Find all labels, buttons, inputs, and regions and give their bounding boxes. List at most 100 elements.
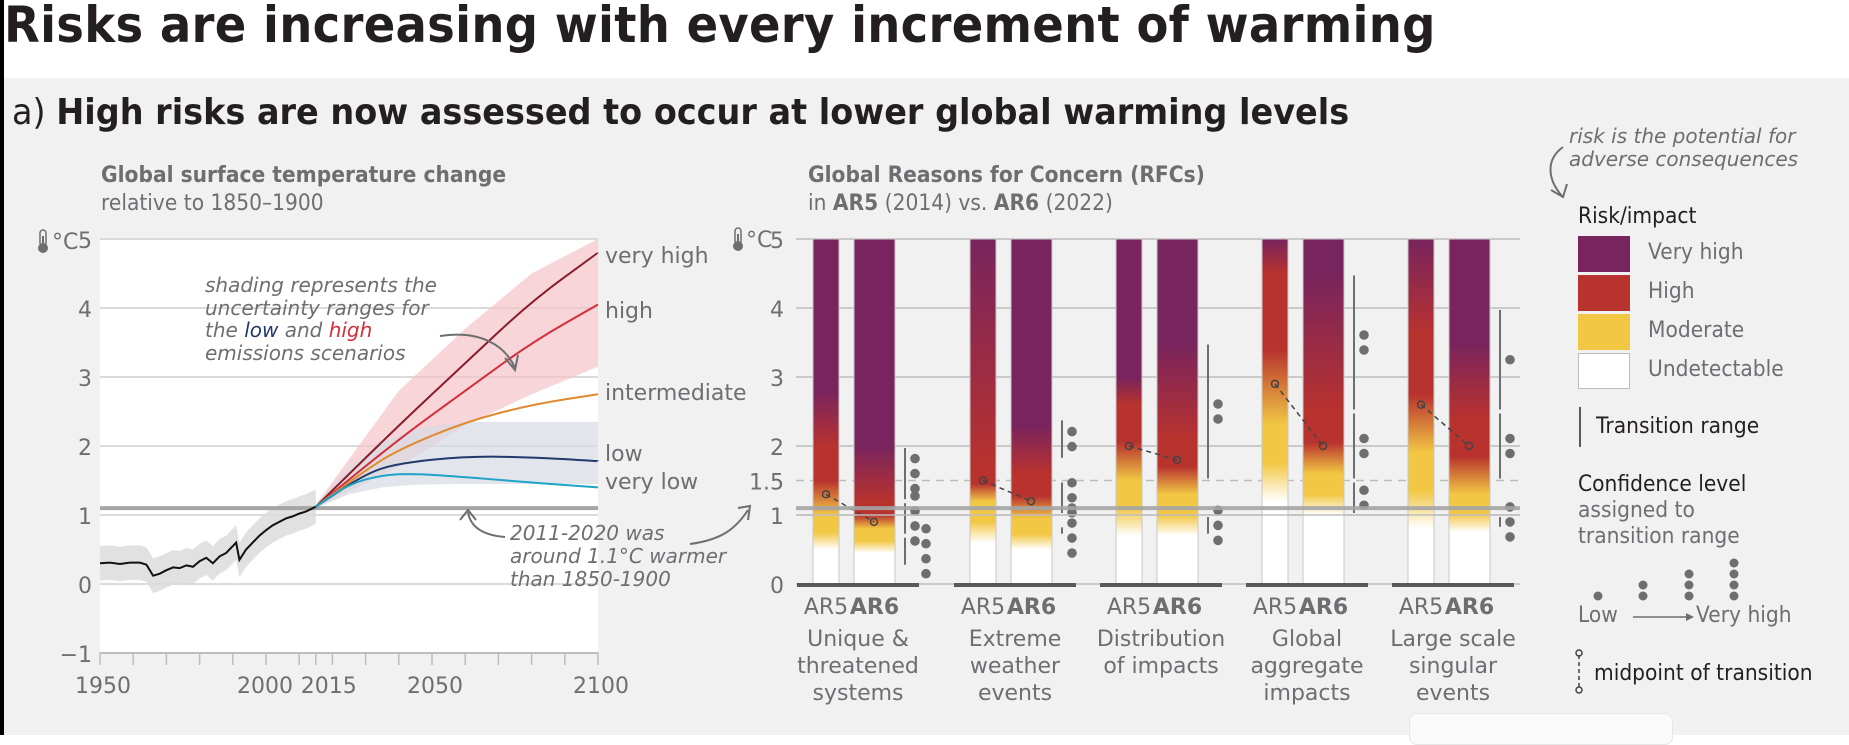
observed-line <box>99 505 317 577</box>
confidence-dot <box>1505 517 1515 527</box>
confidence-dot <box>921 523 931 534</box>
subtitle-part: (2022) <box>1039 191 1113 216</box>
legend-note: risk is the potential for <box>1569 124 1797 148</box>
annotation-arrow <box>467 511 506 538</box>
confidence-dot <box>1067 533 1077 543</box>
legend-confidence-sub-2: transition range <box>1578 524 1740 549</box>
thermometer-icon <box>733 227 743 251</box>
annotation-reference: 2011-2020 was <box>510 521 664 545</box>
confidence-dot <box>1359 345 1369 355</box>
bar-label-ar6: AR6 <box>1299 595 1348 620</box>
annotation-shading: uncertainty ranges for <box>205 296 430 320</box>
right-chart-subtitle: in AR5 (2014) vs. AR6 (2022) <box>808 190 1205 218</box>
category-label: aggregate <box>1250 654 1363 679</box>
legend-midpoint-marker <box>1575 649 1583 657</box>
y-tick-label: 1 <box>770 505 784 530</box>
category-label: Global <box>1272 627 1342 652</box>
legend-confidence-dot <box>1729 569 1739 579</box>
confidence-dot <box>1359 485 1369 496</box>
confidence-dot <box>921 538 931 549</box>
confidence-dot <box>910 453 920 464</box>
legend-label: Undetectable <box>1648 357 1784 382</box>
subtitle-ar6: AR6 <box>993 191 1040 216</box>
confidence-dot <box>1505 448 1515 459</box>
left-chart-subtitle: relative to 1850–1900 <box>101 191 324 216</box>
confidence-dot <box>1067 441 1077 452</box>
annotation-reference: than 1850-1900 <box>510 567 671 591</box>
legend-confidence-sub-1: assigned to <box>1578 498 1695 523</box>
uncertainty-band <box>315 421 598 509</box>
midpoint-marker <box>821 490 831 499</box>
x-tick-label: 1950 <box>75 674 131 699</box>
y-tick-label: 1.5 <box>749 471 784 496</box>
panel-title: a) High risks are now assessed to occur … <box>12 92 1349 133</box>
legend-confidence-dot <box>1729 558 1739 568</box>
category-label: events <box>1416 681 1490 706</box>
y-unit-label: °C <box>52 230 78 255</box>
annotation-part: and <box>278 318 328 342</box>
legend-swatch <box>1578 236 1630 272</box>
midpoint-marker <box>1172 455 1182 465</box>
legend-confidence-high: Very high <box>1696 603 1792 628</box>
scenario-label: intermediate <box>605 381 747 406</box>
scenario-label: low <box>605 442 643 467</box>
y-tick-label: 0 <box>78 574 92 599</box>
scenario-line-intermediate <box>315 393 599 508</box>
x-tick-label: 2015 <box>301 674 357 699</box>
confidence-dot <box>1359 448 1369 459</box>
confidence-dot <box>1505 354 1515 365</box>
subtitle-part: in <box>808 191 833 216</box>
risk-bar-ar5 <box>1261 238 1289 585</box>
midpoint-marker <box>1124 441 1134 451</box>
bar-label-ar5: AR5 <box>1107 595 1151 620</box>
legend-midpoint-marker <box>1575 686 1583 694</box>
overlay-box <box>1409 713 1673 745</box>
legend-confidence-dot <box>1684 580 1694 590</box>
confidence-dot <box>1067 518 1077 528</box>
x-tick-label: 2000 <box>237 674 293 699</box>
legend-confidence-dot <box>1684 569 1694 579</box>
right-chart-titles: Global Reasons for Concern (RFCs) in AR5… <box>808 162 1205 218</box>
subtitle-ar5: AR5 <box>832 191 879 216</box>
risk-bar-ar6 <box>1010 238 1053 585</box>
midpoint-marker <box>1318 441 1328 451</box>
legend-note: adverse consequences <box>1569 147 1798 171</box>
confidence-dot <box>1505 532 1515 542</box>
legend-swatch <box>1578 353 1630 389</box>
scenario-label: very low <box>605 470 698 495</box>
scenario-line-high <box>315 303 599 508</box>
y-tick-label: 4 <box>78 298 92 323</box>
category-label: Unique & <box>807 627 909 652</box>
y-tick-label: 2 <box>770 436 784 461</box>
y-tick-label: −1 <box>60 643 92 668</box>
legend-swatch <box>1578 314 1630 350</box>
y-tick-label: 4 <box>770 298 784 323</box>
category-label: events <box>978 681 1052 706</box>
risk-bar-ar5 <box>969 238 997 585</box>
scenario-line-very-low <box>315 473 599 508</box>
arrow-head-icon <box>504 354 519 373</box>
legend-risk-heading: Risk/impact <box>1578 204 1697 229</box>
annotation-part: low <box>244 318 279 342</box>
legend-confidence-dot <box>1593 591 1603 601</box>
confidence-dot <box>1067 426 1077 437</box>
y-tick-label: 3 <box>770 367 784 392</box>
confidence-dot <box>910 521 920 531</box>
y-tick-label: 2 <box>78 436 92 461</box>
scenario-label: very high <box>605 244 709 269</box>
temperature-chart: 5 4 3 2 1 0 −1 °C 1950 2000 2015 2050 2100 very high h… <box>38 229 752 699</box>
bar-label-ar6: AR6 <box>1153 595 1202 620</box>
midpoint-marker <box>1464 441 1474 451</box>
category-label: systems <box>813 681 904 706</box>
confidence-dot <box>1505 433 1515 444</box>
confidence-dot <box>910 491 920 501</box>
legend-swatch <box>1578 275 1630 311</box>
bar-label-ar5: AR5 <box>1253 595 1297 620</box>
confidence-dot <box>1067 548 1077 558</box>
